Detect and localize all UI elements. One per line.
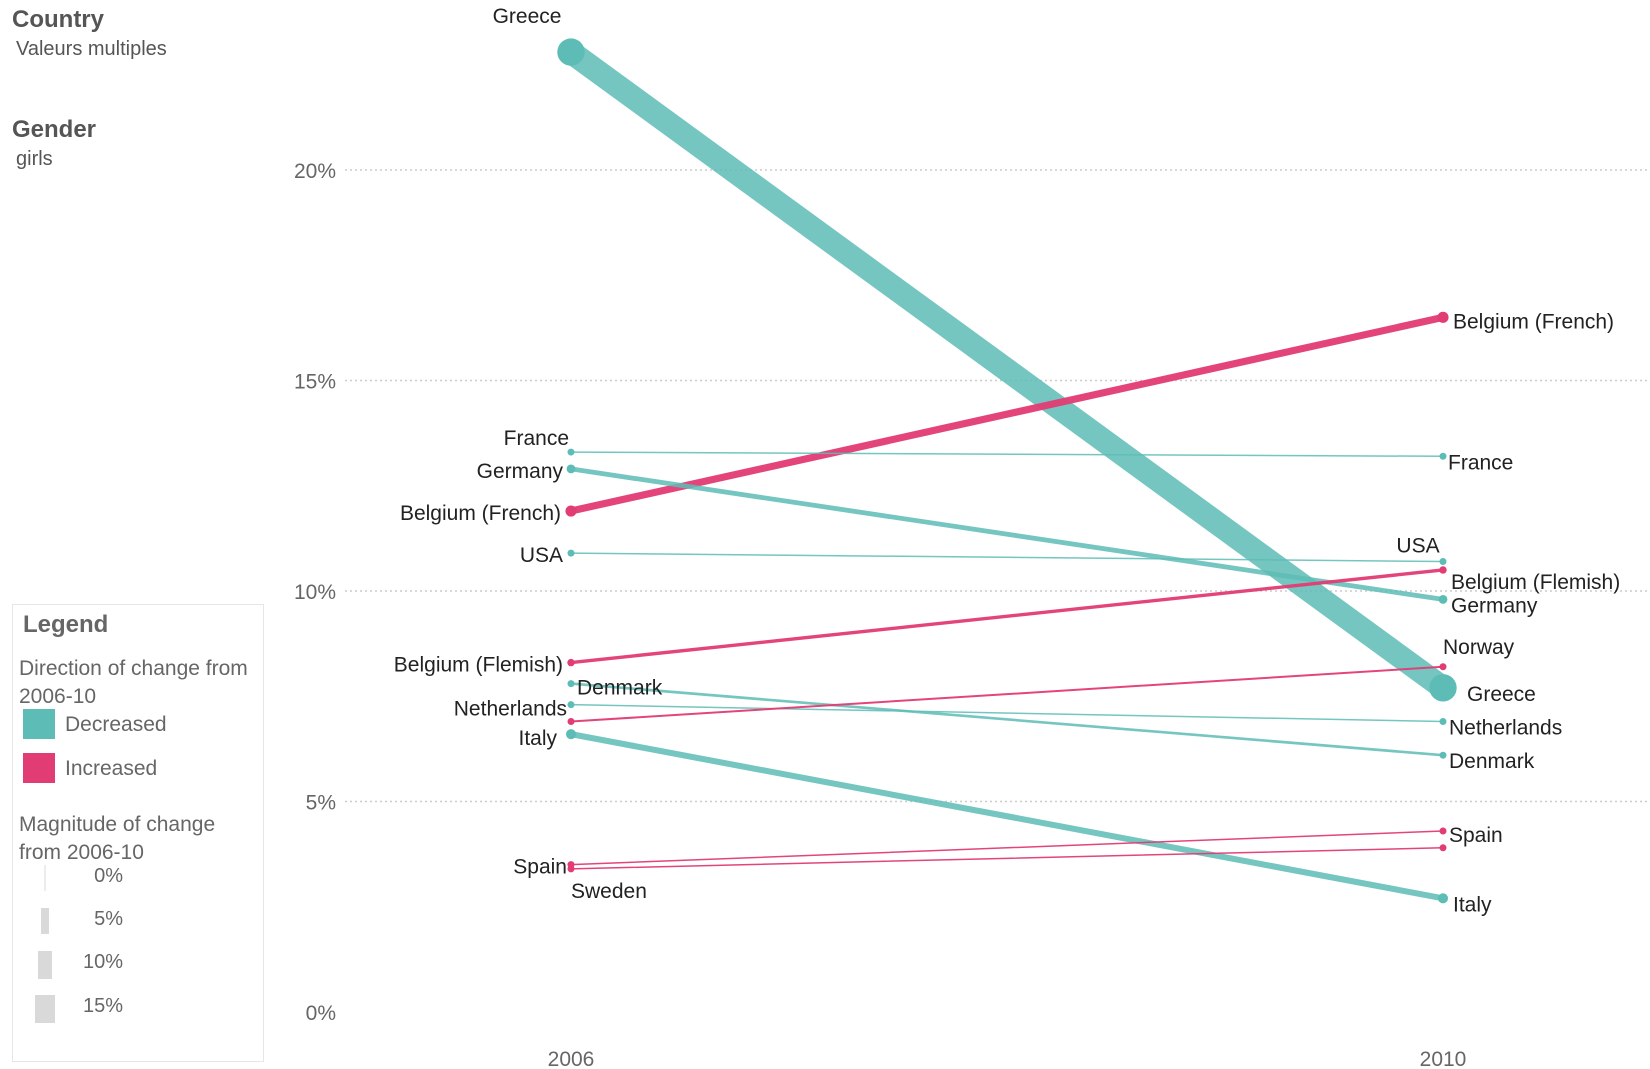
label-2006-denmark: Denmark (577, 677, 663, 700)
series-line-belgium-french (567, 313, 1447, 515)
label-2010-netherlands: Netherlands (1449, 717, 1562, 740)
point-2006-germany (566, 464, 576, 474)
label-2006-italy: Italy (518, 727, 557, 750)
point-2010-sweden (1439, 844, 1447, 852)
point-2006-italy (565, 729, 577, 740)
point-2006-sweden (567, 865, 575, 873)
series-line-france (570, 451, 1444, 458)
series-line-norway (569, 665, 1445, 723)
point-2010-germany (1438, 595, 1448, 604)
point-2010-norway (1439, 663, 1447, 671)
point-2006-usa (567, 549, 575, 557)
increased-label[interactable]: Increased (65, 757, 158, 780)
point-2006-belgium-french (565, 505, 577, 517)
magnitude-bar-0 (44, 865, 46, 891)
magnitude-label-10: 10% (82, 951, 123, 973)
label-2006-france: France (504, 427, 569, 450)
point-2010-italy (1437, 893, 1449, 904)
point-2010-netherlands (1439, 718, 1447, 726)
label-2006-spain: Spain (513, 856, 567, 879)
series-line-denmark (569, 682, 1445, 757)
label-2010-italy: Italy (1453, 893, 1492, 916)
point-2006-france (567, 448, 575, 456)
series-line-germany (568, 466, 1446, 602)
label-2006-belgium-flemish: Belgium (Flemish) (394, 654, 563, 677)
y-tick-label: 20% (294, 160, 336, 183)
point-2006-belgium-flemish (567, 658, 575, 667)
point-2010-france (1439, 452, 1447, 460)
series-line-usa (570, 552, 1444, 563)
label-2010-norway: Norway (1443, 636, 1515, 659)
label-2006-usa: USA (520, 544, 563, 567)
point-2006-norway (567, 718, 575, 726)
decreased-swatch[interactable] (23, 709, 55, 739)
gender-filter-title: Gender (12, 116, 97, 143)
point-2006-denmark (567, 680, 575, 688)
point-2010-denmark (1439, 751, 1447, 759)
label-2006-germany: Germany (477, 460, 564, 483)
label-2010-germany: Germany (1451, 594, 1538, 617)
label-2010-usa: USA (1396, 535, 1439, 558)
label-2010-spain: Spain (1449, 824, 1503, 847)
label-2010-denmark: Denmark (1449, 750, 1535, 773)
magnitude-legend-title: Magnitude of change from 2006-10 (19, 813, 216, 864)
label-2010-greece: Greece (1467, 683, 1536, 706)
legend-title: Legend (23, 611, 109, 638)
magnitude-bar-5 (41, 908, 49, 934)
y-tick-label: 10% (294, 581, 336, 604)
point-2006-greece (557, 38, 585, 66)
point-2010-belgium-flemish (1439, 566, 1447, 574)
x-tick-label: 2006 (548, 1048, 595, 1069)
label-2006-netherlands: Netherlands (454, 698, 567, 721)
country-filter-title: Country (12, 6, 104, 33)
series-line-italy (567, 731, 1447, 902)
point-2010-usa (1439, 558, 1447, 566)
label-2010-belgium-french: Belgium (French) (1453, 310, 1614, 333)
point-2006-netherlands (567, 701, 575, 709)
point-2010-greece (1429, 674, 1457, 702)
legend-panel: Legend Direction of change from 2006-10 … (12, 604, 264, 1062)
direction-legend-title: Direction of change from 2006-10 (19, 657, 248, 708)
magnitude-bar-10 (38, 951, 52, 979)
series-line-netherlands (570, 703, 1444, 723)
label-2006-greece: Greece (493, 5, 562, 28)
y-tick-label: 5% (306, 792, 336, 815)
y-tick-label: 15% (294, 371, 336, 394)
series-line-belgium-flemish (569, 568, 1445, 665)
magnitude-label-0: 0% (94, 865, 123, 887)
y-tick-label: 0% (306, 1002, 336, 1025)
series-line-greece (559, 40, 1455, 700)
series-line-sweden (570, 847, 1444, 870)
label-2006-sweden: Sweden (571, 880, 647, 903)
label-2006-belgium-french: Belgium (French) (400, 502, 561, 525)
point-2010-spain (1439, 827, 1447, 835)
gender-filter-value[interactable]: girls (16, 148, 53, 170)
magnitude-label-15: 15% (82, 995, 123, 1017)
decreased-label[interactable]: Decreased (65, 713, 167, 736)
point-2010-belgium-french (1437, 311, 1449, 323)
magnitude-bar-15 (35, 995, 55, 1023)
label-2010-france: France (1448, 451, 1513, 474)
magnitude-label-5: 5% (94, 908, 123, 930)
country-filter-value[interactable]: Valeurs multiples (16, 38, 167, 60)
increased-swatch[interactable] (23, 753, 55, 783)
x-tick-label: 2010 (1420, 1048, 1467, 1069)
series-line-spain (570, 830, 1444, 866)
label-2010-belgium-flemish: Belgium (Flemish) (1451, 571, 1620, 594)
